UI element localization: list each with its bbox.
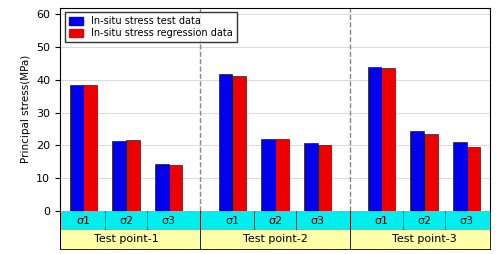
- Text: σ3: σ3: [310, 216, 324, 226]
- Bar: [382, 68, 395, 211]
- Text: σ1: σ1: [76, 216, 90, 226]
- Bar: [410, 131, 424, 211]
- Text: Test point-2: Test point-2: [242, 234, 308, 244]
- Text: σ1: σ1: [226, 216, 239, 226]
- Bar: [70, 85, 84, 211]
- Text: σ1: σ1: [374, 216, 388, 226]
- Bar: [168, 165, 182, 211]
- Bar: [453, 142, 466, 211]
- Legend: In-situ stress test data, In-situ stress regression data: In-situ stress test data, In-situ stress…: [65, 12, 237, 42]
- Y-axis label: Principal stress(MPa): Principal stress(MPa): [20, 55, 30, 164]
- Bar: [275, 139, 288, 211]
- Bar: [84, 85, 97, 211]
- Bar: [304, 143, 318, 211]
- Text: Test point-1: Test point-1: [94, 234, 158, 244]
- Bar: [232, 75, 246, 211]
- Text: σ2: σ2: [268, 216, 282, 226]
- Text: σ3: σ3: [460, 216, 473, 226]
- Bar: [368, 67, 382, 211]
- Text: σ3: σ3: [162, 216, 175, 226]
- Text: σ2: σ2: [417, 216, 431, 226]
- Bar: [155, 164, 168, 211]
- Text: σ2: σ2: [119, 216, 133, 226]
- Bar: [112, 140, 126, 211]
- Bar: [318, 146, 331, 211]
- Bar: [219, 74, 232, 211]
- Bar: [262, 139, 275, 211]
- Bar: [424, 134, 438, 211]
- Bar: [466, 147, 480, 211]
- Bar: [126, 139, 140, 211]
- Text: Test point-3: Test point-3: [392, 234, 456, 244]
